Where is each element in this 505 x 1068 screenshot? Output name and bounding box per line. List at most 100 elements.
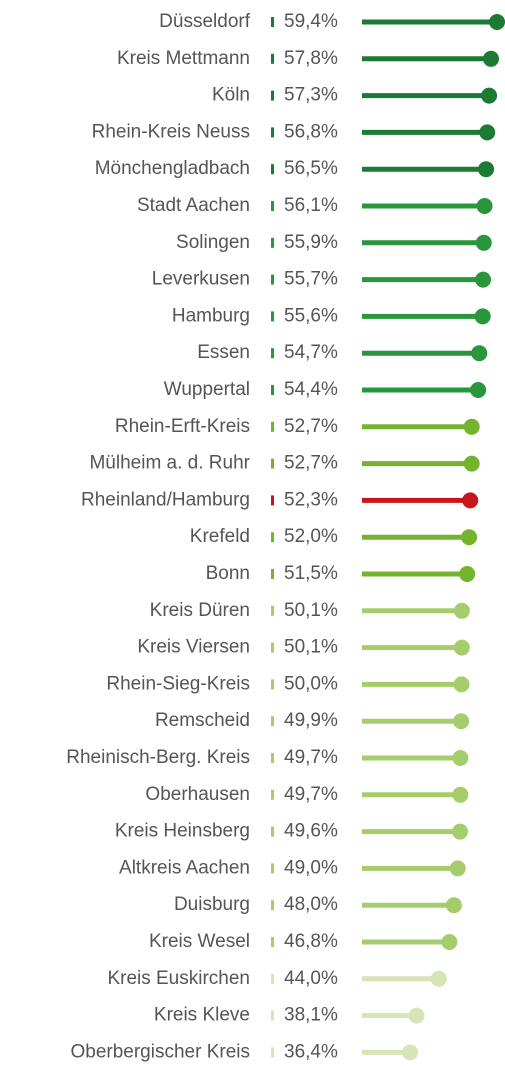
row-tick xyxy=(271,789,274,800)
bar-end xyxy=(459,566,476,582)
bar-end xyxy=(463,455,480,472)
row-tick xyxy=(271,421,274,432)
row-tick xyxy=(271,348,274,359)
bar-end xyxy=(441,934,458,950)
bar-end xyxy=(475,234,492,251)
value-label: 51,5% xyxy=(284,563,338,584)
value-label: 57,8% xyxy=(284,48,338,69)
category-label: Rhein-Sieg-Kreis xyxy=(106,673,250,694)
value-label: 55,7% xyxy=(284,269,338,290)
row-tick xyxy=(271,53,274,64)
bar-end xyxy=(489,14,505,30)
value-label: 49,7% xyxy=(284,784,338,805)
category-label: Solingen xyxy=(176,232,250,253)
value-label: 49,7% xyxy=(284,747,338,768)
value-label: 38,1% xyxy=(284,1005,338,1026)
category-label: Leverkusen xyxy=(152,269,250,290)
bar-end xyxy=(461,529,478,546)
row-tick xyxy=(271,90,274,101)
bar-end xyxy=(479,124,496,141)
value-label: 46,8% xyxy=(284,931,338,952)
row-tick xyxy=(271,164,274,175)
row-tick xyxy=(271,311,274,322)
row-tick xyxy=(271,385,274,395)
category-label: Duisburg xyxy=(174,894,250,915)
bar-end xyxy=(471,345,488,362)
row-tick xyxy=(271,1047,274,1058)
bar-end xyxy=(474,308,491,325)
bar-end xyxy=(482,50,499,67)
category-label: Rheinisch-Berg. Kreis xyxy=(66,747,250,768)
row-tick xyxy=(271,753,274,763)
category-label: Köln xyxy=(212,85,250,106)
row-tick xyxy=(271,937,274,947)
bar-end xyxy=(453,676,470,693)
value-label: 54,4% xyxy=(284,379,338,400)
bar-end xyxy=(453,713,470,730)
row-tick xyxy=(271,274,274,285)
bar-end xyxy=(452,786,469,803)
value-label: 56,1% xyxy=(284,195,338,216)
row-tick xyxy=(271,1010,274,1021)
value-label: 36,4% xyxy=(284,1041,338,1062)
category-label: Bonn xyxy=(206,563,250,584)
category-label: Wuppertal xyxy=(164,379,250,400)
row-tick xyxy=(271,495,274,506)
category-label: Hamburg xyxy=(172,305,250,326)
value-label: 52,7% xyxy=(284,416,338,437)
category-label: Essen xyxy=(197,342,250,363)
category-label: Kreis Wesel xyxy=(149,931,250,952)
value-label: 49,0% xyxy=(284,857,338,878)
bar-end xyxy=(445,897,462,914)
value-label: 52,7% xyxy=(284,453,338,474)
category-label: Kreis Düren xyxy=(150,600,250,621)
bar-end xyxy=(481,87,498,104)
value-label: 44,0% xyxy=(284,968,338,989)
value-label: 56,5% xyxy=(284,158,338,179)
category-label: Kreis Mettmann xyxy=(117,48,250,69)
row-tick xyxy=(271,642,274,653)
bar-end xyxy=(470,382,487,398)
value-label: 54,7% xyxy=(284,342,338,363)
row-tick xyxy=(271,679,274,690)
value-label: 52,0% xyxy=(284,526,338,547)
row-tick xyxy=(271,900,274,911)
category-label: Oberbergischer Kreis xyxy=(70,1041,250,1062)
row-tick xyxy=(271,716,274,727)
category-label: Kreis Kleve xyxy=(154,1005,250,1026)
value-label: 56,8% xyxy=(284,121,338,142)
category-label: Mönchengladbach xyxy=(95,158,250,179)
category-label: Remscheid xyxy=(155,710,250,731)
category-label: Oberhausen xyxy=(145,784,250,805)
category-label: Kreis Heinsberg xyxy=(115,821,250,842)
bar-end xyxy=(453,639,470,656)
value-label: 59,4% xyxy=(284,11,338,32)
category-label: Düsseldorf xyxy=(159,11,251,32)
value-label: 50,1% xyxy=(284,637,338,658)
category-label: Krefeld xyxy=(190,526,250,547)
row-tick xyxy=(271,569,274,579)
value-label: 49,6% xyxy=(284,821,338,842)
bar-end xyxy=(402,1044,419,1061)
category-label: Kreis Euskirchen xyxy=(107,968,250,989)
category-label: Kreis Viersen xyxy=(137,637,250,658)
value-label: 49,9% xyxy=(284,710,338,731)
value-label: 57,3% xyxy=(284,85,338,106)
row-tick xyxy=(271,127,274,138)
value-label: 48,0% xyxy=(284,894,338,915)
bar-end xyxy=(453,602,470,619)
bar-end xyxy=(462,492,479,509)
category-label: Rheinland/Hamburg xyxy=(81,489,250,510)
bar-end xyxy=(463,418,480,435)
category-label: Stadt Aachen xyxy=(137,195,250,216)
bar-end xyxy=(476,198,493,214)
row-tick xyxy=(271,826,274,837)
row-tick xyxy=(271,532,274,543)
row-tick xyxy=(271,973,274,984)
row-tick xyxy=(271,17,274,27)
bar-end xyxy=(408,1007,425,1024)
category-label: Rhein-Erft-Kreis xyxy=(115,416,250,437)
category-label: Rhein-Kreis Neuss xyxy=(92,121,250,142)
row-tick xyxy=(271,237,274,248)
